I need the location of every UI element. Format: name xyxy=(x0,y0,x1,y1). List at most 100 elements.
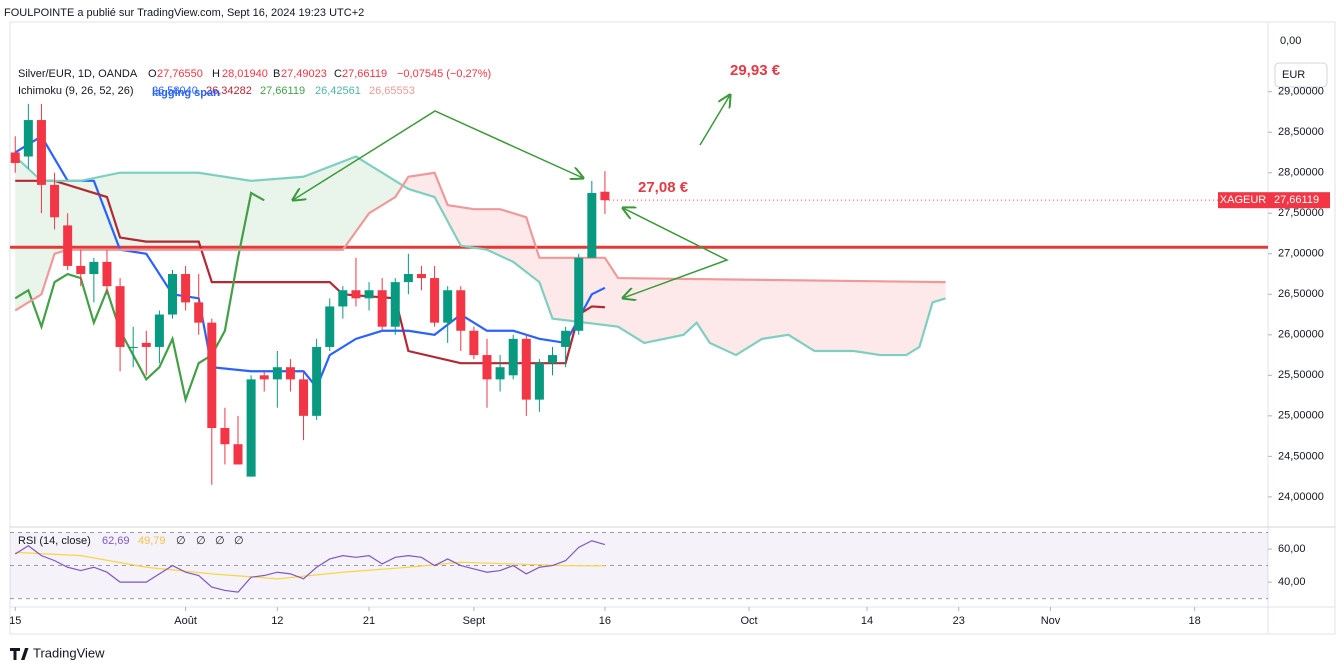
arrow xyxy=(699,95,730,146)
candle-body xyxy=(508,338,518,376)
candle-body xyxy=(495,367,505,380)
y-tick-label: 27,00000 xyxy=(1278,248,1324,260)
candle-body xyxy=(430,278,440,323)
symbol-tag xyxy=(1218,192,1268,209)
x-tick-label: Sept xyxy=(463,615,486,627)
candle-body xyxy=(390,282,400,327)
legend-symbol: Silver/EUR, 1D, OANDA xyxy=(18,68,138,80)
publish-line: FOULPOINTE a publié sur TradingView.com,… xyxy=(4,7,364,19)
candle-body xyxy=(299,379,309,416)
y-tick-label: 27,50000 xyxy=(1278,207,1324,219)
symbol-label: XAGEUR xyxy=(1220,194,1267,206)
top-label: 0,00 xyxy=(1280,35,1301,47)
candle-body xyxy=(167,274,177,315)
currency-button[interactable] xyxy=(1274,62,1328,88)
y-tick-label: 26,50000 xyxy=(1278,288,1324,300)
y-tick-label: 24,00000 xyxy=(1278,491,1324,503)
y-tick-label: 29,00000 xyxy=(1278,86,1324,98)
candle-body xyxy=(534,363,544,400)
candle-body xyxy=(325,306,335,347)
rsi-empty: ∅ xyxy=(176,535,186,547)
candle-body xyxy=(364,290,374,299)
ohlc-value: 28,01940 xyxy=(222,68,268,80)
ohlc-key: O xyxy=(148,68,157,80)
ohlc-value: 27,66119 xyxy=(342,68,387,80)
candle-body xyxy=(115,286,125,347)
y-tick-label: 40,00 xyxy=(1278,576,1306,588)
rsi-line xyxy=(14,540,606,593)
candle-body xyxy=(521,338,531,400)
rsi-empty: ∅ xyxy=(196,535,206,547)
candle-body xyxy=(207,322,217,428)
candle-body xyxy=(456,290,466,331)
candle-body xyxy=(561,330,571,347)
x-tick-label: 23 xyxy=(953,615,965,627)
y-tick-label: 24,50000 xyxy=(1278,450,1324,462)
currency[interactable]: EUR xyxy=(1282,69,1305,81)
candle-body xyxy=(574,257,584,331)
y-tick-label: 28,00000 xyxy=(1278,167,1324,179)
candle-body xyxy=(194,302,204,323)
change: −0,07545 (−0,27%) xyxy=(397,68,491,80)
indicator-line xyxy=(14,191,265,404)
x-tick-label: 21 xyxy=(363,615,375,627)
candle-body xyxy=(36,120,46,185)
x-tick-label: Oct xyxy=(741,615,758,627)
ohlc-value: 27,49023 xyxy=(281,68,327,80)
price-label: 27,66119 xyxy=(1274,194,1319,206)
rsi-empty: ∅ xyxy=(234,535,244,547)
candle-body xyxy=(312,346,322,416)
rsi-empty: ∅ xyxy=(215,535,225,547)
candle-body xyxy=(154,314,164,347)
ichimoku-value: 26,34282 xyxy=(206,85,252,97)
y-tick-label: 25,50000 xyxy=(1278,369,1324,381)
frame xyxy=(9,21,1336,635)
ichimoku-value: 26,42561 xyxy=(315,85,361,97)
ichimoku-legend: Ichimoku (9, 26, 52, 26) xyxy=(18,85,134,97)
candle-body xyxy=(482,355,492,380)
x-tick-label: Nov xyxy=(1041,615,1061,627)
candle-body xyxy=(548,355,558,364)
candle-body xyxy=(469,330,479,356)
candle-body xyxy=(259,375,269,380)
drawings xyxy=(293,95,730,298)
x-tick-label: 18 xyxy=(1188,615,1200,627)
logo-mark xyxy=(10,648,29,660)
ohlc-value: 27,76550 xyxy=(157,68,203,80)
candle-body xyxy=(416,274,426,279)
ichimoku-value: 26,65553 xyxy=(369,85,415,97)
candle-body xyxy=(220,427,230,445)
candle-body xyxy=(403,274,413,283)
brand-logo xyxy=(10,648,29,660)
candle-body xyxy=(89,261,99,275)
y-tick-label: 26,00000 xyxy=(1278,329,1324,341)
candle-body xyxy=(587,192,597,258)
ichimoku-value: 26,58040 xyxy=(152,85,198,97)
ichimoku-value: 27,66119 xyxy=(260,85,305,97)
arrow xyxy=(293,110,583,200)
indicator-line xyxy=(15,179,605,365)
ohlc-key: C xyxy=(334,68,342,80)
annotation: 27,08 € xyxy=(638,179,689,196)
x-tick-label: 12 xyxy=(271,615,283,627)
annotation: 29,93 € xyxy=(730,62,781,79)
lagging-note: lagging span xyxy=(152,87,220,99)
candle-body xyxy=(141,342,151,347)
rsi-value: 62,69 xyxy=(102,535,130,547)
candle-body xyxy=(50,184,60,218)
candle-body xyxy=(128,346,138,348)
ohlc-key: B xyxy=(273,68,280,80)
ohlc-key: H xyxy=(212,68,220,80)
y-tick-label: 28,50000 xyxy=(1278,126,1324,138)
y-tick-label: 60,00 xyxy=(1278,543,1306,555)
indicator-line xyxy=(14,155,946,357)
rsi-ma-line xyxy=(15,551,605,580)
cloud-fill-down xyxy=(15,172,946,356)
candle-body xyxy=(181,274,191,303)
rsi-value: 49,79 xyxy=(138,535,166,547)
candle-body xyxy=(600,191,610,201)
x-tick-label: 16 xyxy=(599,615,611,627)
candle-body xyxy=(76,265,86,275)
plot xyxy=(10,91,1272,611)
